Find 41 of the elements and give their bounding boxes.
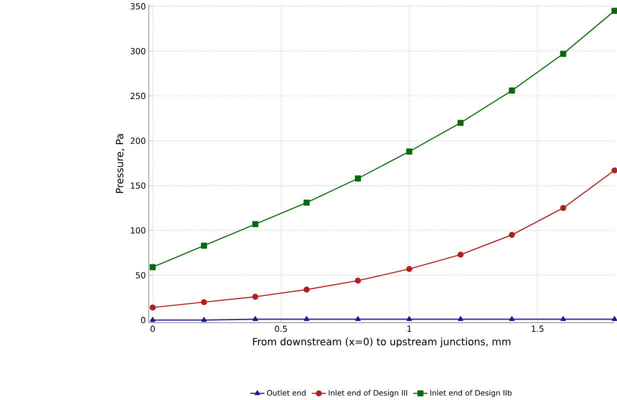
point: [509, 316, 515, 321]
point: [150, 316, 156, 322]
point: [508, 232, 515, 238]
point: [200, 299, 208, 306]
point: [201, 316, 207, 322]
point: [252, 294, 258, 300]
point: [406, 148, 412, 155]
y-tick-label: 150: [130, 182, 146, 189]
point: [406, 316, 412, 321]
point: [252, 316, 258, 321]
point: [304, 316, 310, 321]
point: [150, 264, 156, 270]
point: [354, 175, 361, 182]
point: [304, 286, 310, 293]
x-axis-title: From downstream (x=0) to upstream junctions, mm: [253, 338, 510, 348]
point: [355, 316, 361, 321]
point: [458, 316, 464, 321]
y-tick-label: 50: [136, 272, 146, 278]
y-axis-title: Pressure, Pa: [116, 134, 124, 193]
x-tick-label: 1: [408, 326, 412, 332]
point: [560, 316, 566, 321]
point: [458, 120, 464, 126]
point: [406, 266, 412, 272]
x-tick-label: 0.5: [274, 326, 287, 332]
point: [560, 204, 566, 211]
point: [200, 242, 208, 249]
point: [304, 200, 310, 206]
y-tick-label: 200: [130, 138, 146, 144]
y-tick-label: 250: [130, 92, 146, 100]
point: [508, 87, 515, 94]
point: [150, 304, 156, 310]
y-tick-label: 100: [130, 227, 146, 234]
point: [458, 252, 464, 258]
y-tick-label: 300: [130, 48, 146, 54]
y-tick-label: 0: [141, 316, 146, 324]
x-tick-label: 0: [150, 326, 155, 332]
point: [252, 221, 258, 228]
point: [560, 50, 566, 57]
point: [354, 278, 361, 284]
x-tick-label: 1.5: [532, 326, 544, 332]
y-tick-label: 350: [130, 3, 146, 10]
